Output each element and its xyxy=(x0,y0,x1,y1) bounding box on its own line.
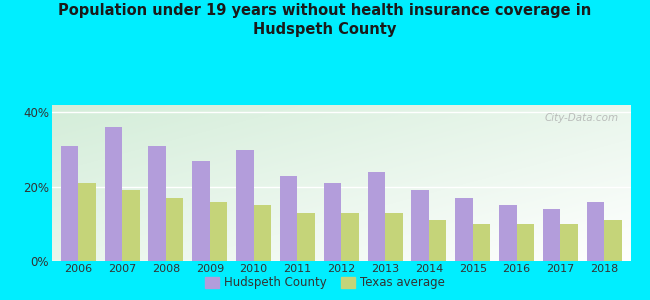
Bar xyxy=(385,213,402,261)
Bar xyxy=(105,127,122,261)
Bar xyxy=(604,220,622,261)
Bar xyxy=(192,161,210,261)
Bar xyxy=(298,213,315,261)
Bar xyxy=(166,198,183,261)
Bar xyxy=(367,172,385,261)
Bar xyxy=(499,205,517,261)
Bar xyxy=(60,146,78,261)
Bar xyxy=(473,224,490,261)
Bar xyxy=(280,176,298,261)
Text: City-Data.com: City-Data.com xyxy=(545,113,619,123)
Bar xyxy=(341,213,359,261)
Bar xyxy=(560,224,578,261)
Bar xyxy=(210,202,228,261)
Bar xyxy=(517,224,534,261)
Legend: Hudspeth County, Texas average: Hudspeth County, Texas average xyxy=(200,272,450,294)
Bar xyxy=(78,183,96,261)
Bar xyxy=(236,150,254,261)
Bar xyxy=(543,209,560,261)
Bar xyxy=(122,190,140,261)
Bar xyxy=(148,146,166,261)
Bar xyxy=(455,198,473,261)
Bar xyxy=(411,190,429,261)
Bar xyxy=(324,183,341,261)
Bar xyxy=(254,205,271,261)
Bar xyxy=(587,202,605,261)
Text: Population under 19 years without health insurance coverage in
Hudspeth County: Population under 19 years without health… xyxy=(58,3,592,37)
Bar xyxy=(429,220,447,261)
